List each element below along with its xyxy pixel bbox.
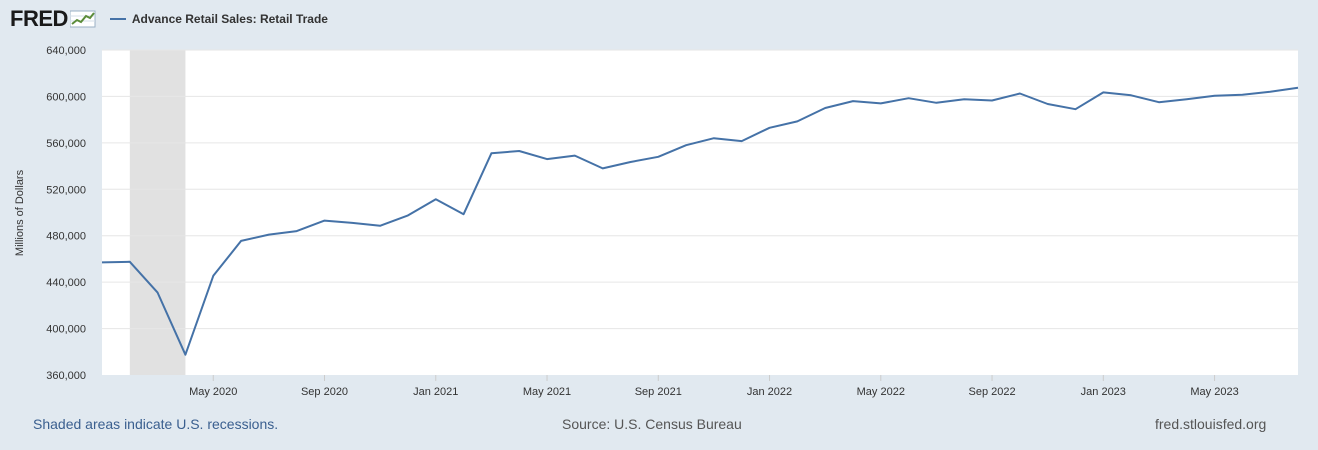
x-tick-label: Jan 2021	[413, 386, 458, 398]
x-tick-label: Jan 2023	[1081, 386, 1126, 398]
x-tick-label: May 2022	[857, 386, 905, 398]
y-tick-label: 360,000	[46, 370, 86, 382]
x-tick-label: Sep 2022	[968, 386, 1015, 398]
recession-band	[129, 50, 186, 375]
x-tick-label: May 2023	[1190, 386, 1238, 398]
chart-legend: Advance Retail Sales: Retail Trade	[109, 12, 328, 26]
legend-label: Advance Retail Sales: Retail Trade	[131, 12, 328, 26]
line-chart: 360,000 400,000 440,000 480,000 520,000 560,0…	[14, 45, 1299, 398]
x-tick-label: May 2020	[189, 386, 237, 398]
site-link[interactable]: fred.stlouisfed.org	[1155, 416, 1267, 432]
line-graph-icon	[69, 10, 96, 28]
y-tick-label: 440,000	[46, 277, 86, 289]
x-tick-label: Sep 2020	[301, 386, 348, 398]
y-tick-label: 600,000	[46, 91, 86, 103]
x-tick-label: May 2021	[523, 386, 571, 398]
source-text: Source: U.S. Census Bureau	[562, 416, 742, 432]
legend-swatch	[109, 18, 126, 20]
y-tick-label: 560,000	[46, 138, 86, 150]
fred-logo[interactable]: FRED	[10, 6, 96, 32]
series-line[interactable]	[101, 86, 1299, 356]
recession-note: Shaded areas indicate U.S. recessions.	[33, 416, 279, 432]
y-tick-label: 400,000	[46, 324, 86, 336]
x-tick-label: Jan 2022	[747, 386, 792, 398]
y-tick-label: 520,000	[46, 184, 86, 196]
x-tick-label: Sep 2021	[635, 386, 682, 398]
plot-area	[102, 50, 1298, 375]
y-axis-label: Millions of Dollars	[14, 169, 26, 256]
fred-logo-text: FRED	[10, 6, 68, 31]
y-tick-label: 640,000	[46, 45, 86, 57]
chart-footer: Shaded areas indicate U.S. recessions. S…	[0, 416, 1318, 436]
y-tick-label: 480,000	[46, 231, 86, 243]
chart-header: FRED Advance Retail Sales: Retail Trade	[10, 6, 328, 32]
